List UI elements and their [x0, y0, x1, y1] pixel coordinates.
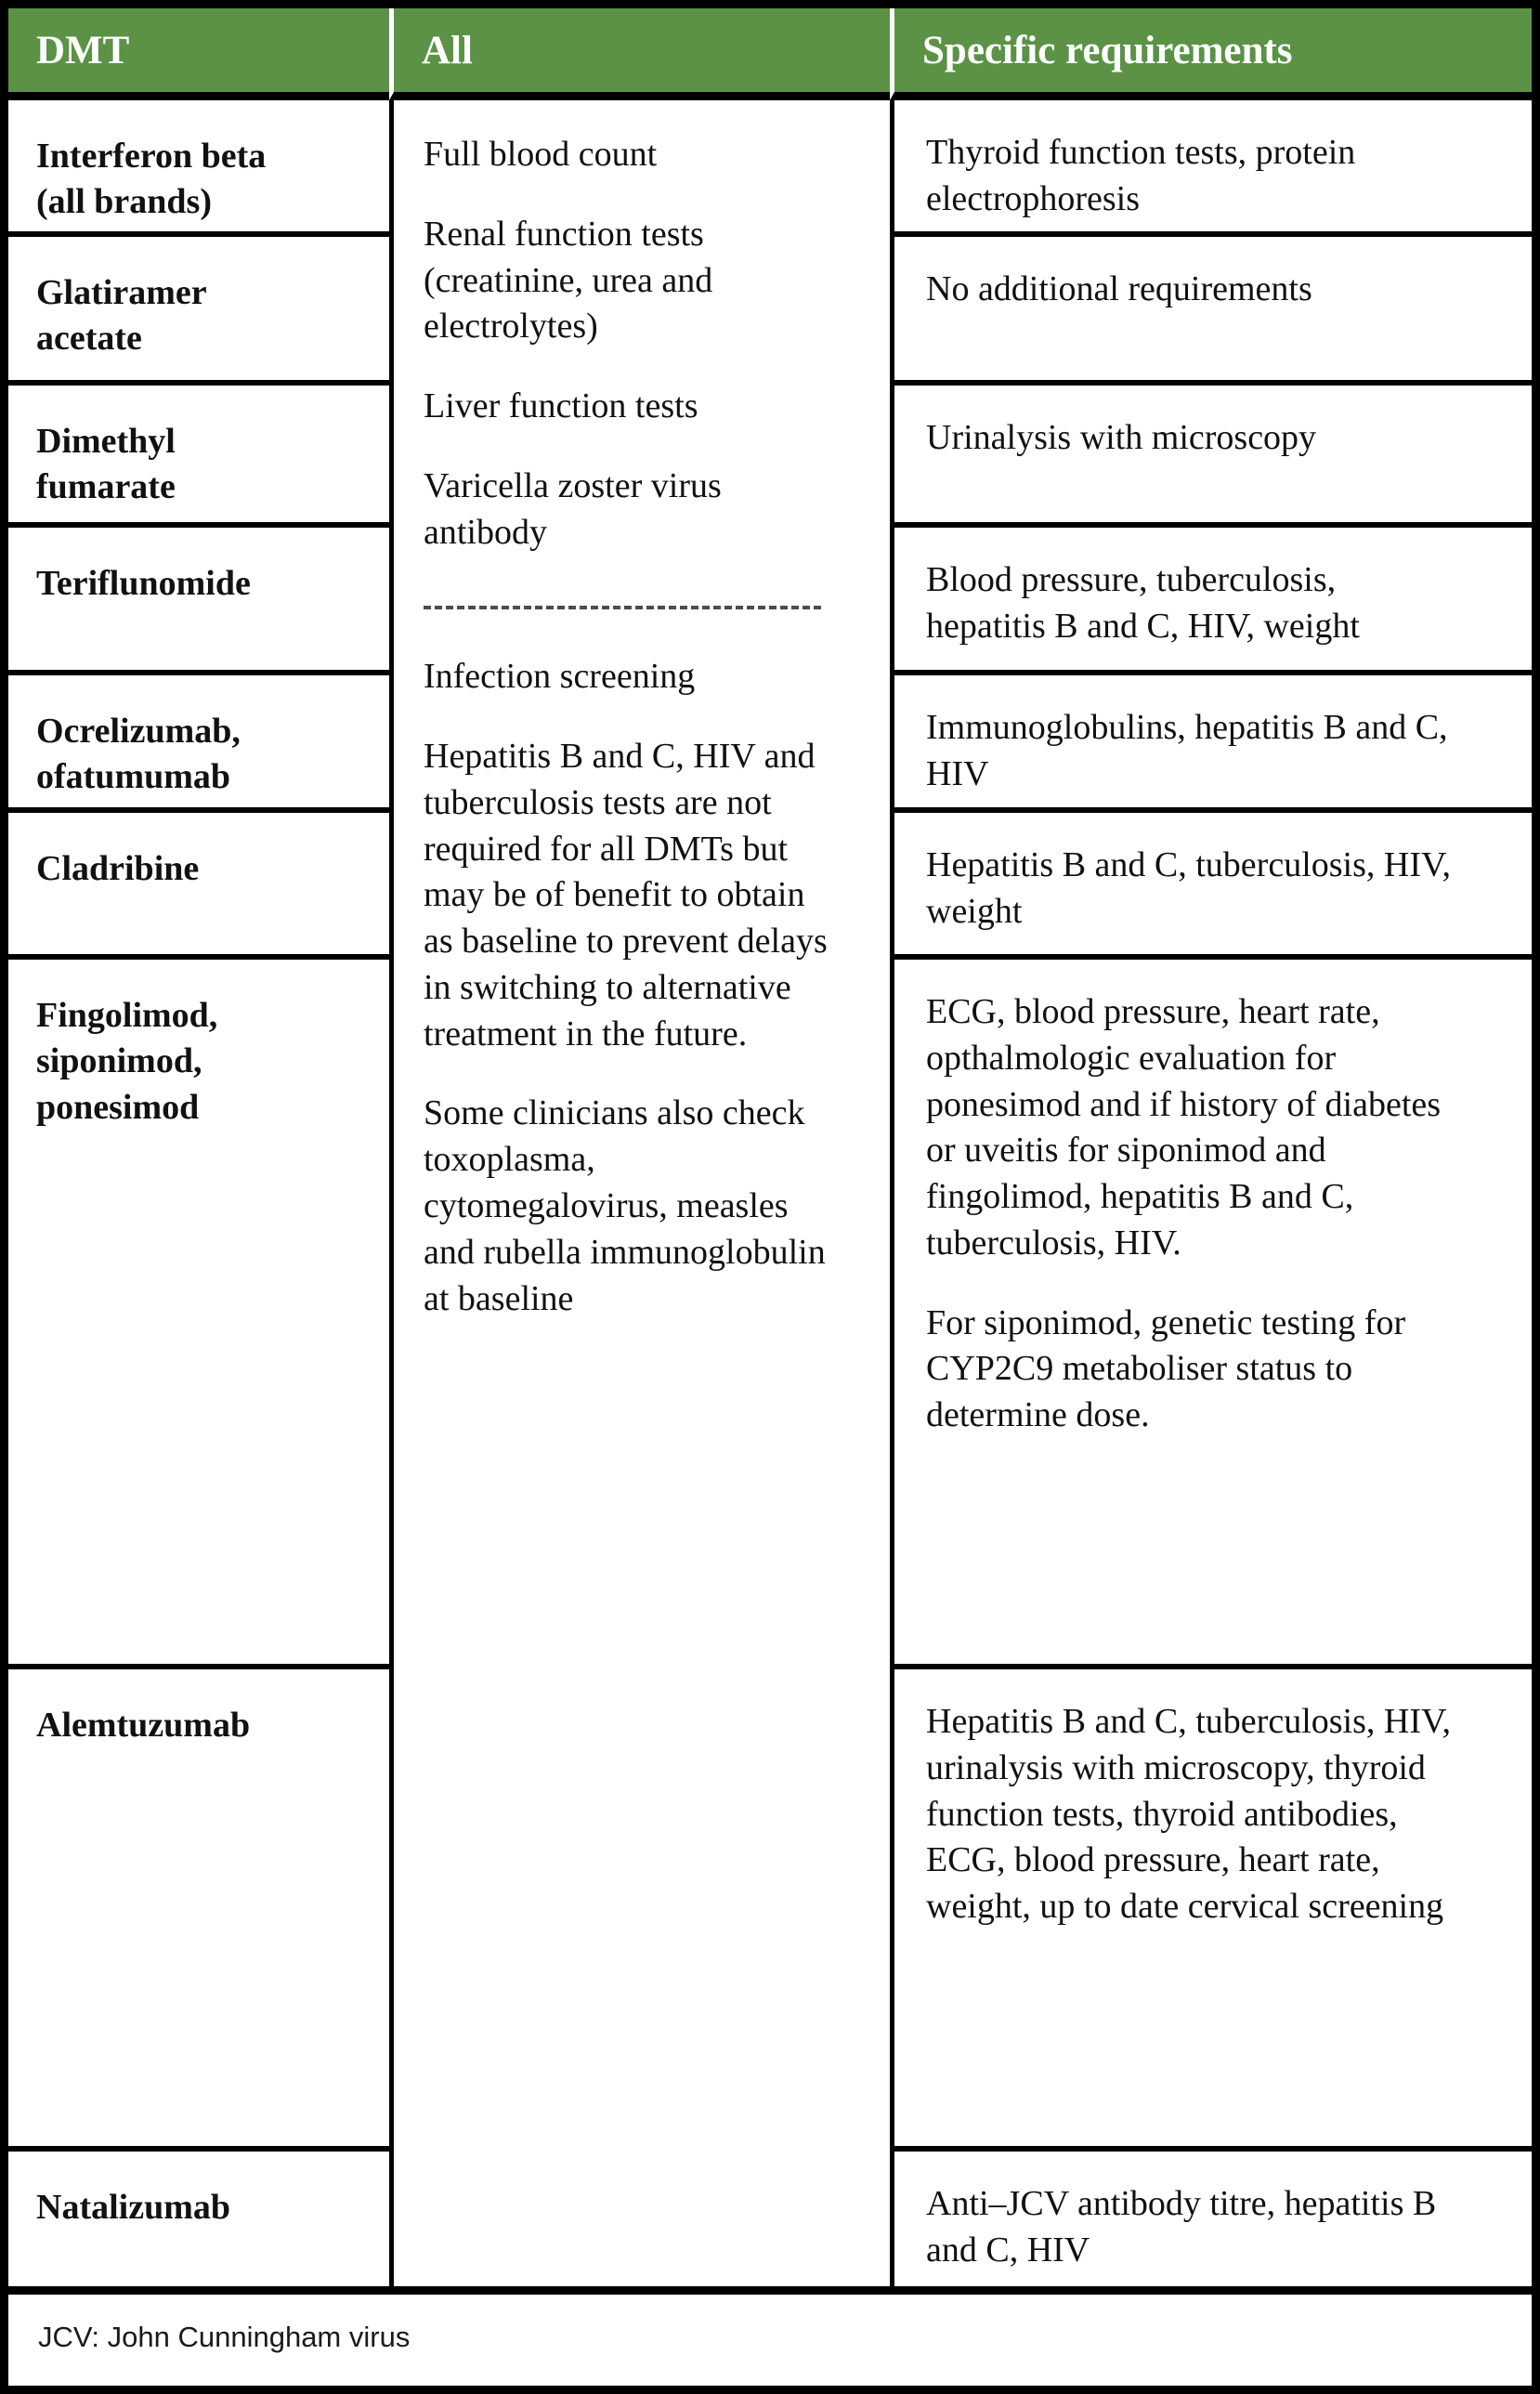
specific-text: For siponimod, genetic testing for CYP2C… [926, 1302, 1406, 1435]
dashed-divider [424, 606, 821, 610]
all-paragraph-renal-function: Renal function tests (creatinine, urea a… [424, 214, 713, 347]
specific-req-natalizumab: Anti–JCV antibody titre, hepatitis B and… [890, 2152, 1532, 2295]
dmt-name-fingolimod-siponimod-ponesimod: Fingolimod, siponimod, ponesimod [8, 960, 389, 1669]
all-paragraph-varicella: Varicella zoster virus antibody [424, 465, 722, 552]
footnote-text: JCV: John Cunningham virus [38, 2321, 411, 2353]
all-paragraph-clinicians-note: Some clinicians also check toxoplasma, c… [424, 1093, 826, 1318]
dmt-name-alemtuzumab: Alemtuzumab [8, 1669, 389, 2152]
specific-text: Hepatitis B and C, tuberculosis, HIV, we… [926, 845, 1452, 931]
dmt-name-dimethyl-fumarate: Dimethyl fumarate [8, 386, 389, 528]
all-paragraph-liver-function: Liver function tests [424, 386, 698, 426]
specific-req-ocrelizumab: Immunoglobulins, hepatitis B and C, HIV [890, 675, 1532, 813]
specific-text: No additional requirements [926, 269, 1312, 308]
specific-text: Thyroid function tests, protein electrop… [926, 133, 1356, 218]
dmt-name-teriflunomide: Teriflunomide [8, 528, 389, 675]
header-cell-all: All [389, 8, 890, 100]
all-requirements-cell: Full blood count Renal function tests (c… [389, 100, 890, 2295]
specific-req-alemtuzumab: Hepatitis B and C, tuberculosis, HIV, ur… [890, 1669, 1532, 2152]
all-paragraph-infection-screening: Infection screening [424, 657, 696, 697]
specific-text: Urinalysis with microscopy [926, 418, 1317, 457]
footnote: JCV: John Cunningham virus [8, 2295, 1532, 2386]
header-cell-specific-requirements: Specific requirements [890, 8, 1532, 100]
specific-text: ECG, blood pressure, heart rate, opthalm… [926, 992, 1442, 1262]
specific-req-glatiramer: No additional requirements [890, 237, 1532, 386]
dmt-name-natalizumab: Natalizumab [8, 2152, 389, 2295]
dmt-name-interferon-beta: Interferon beta (all brands) [8, 100, 389, 237]
specific-req-fingolimod: ECG, blood pressure, heart rate, opthalm… [890, 960, 1532, 1669]
all-paragraph-hepatitis-note: Hepatitis B and C, HIV and tuberculosis … [424, 737, 828, 1053]
specific-req-cladribine: Hepatitis B and C, tuberculosis, HIV, we… [890, 813, 1532, 960]
specific-text: Immunoglobulins, hepatitis B and C, HIV [926, 708, 1448, 793]
all-paragraph-full-blood-count: Full blood count [424, 135, 658, 174]
dmt-name-cladribine: Cladribine [8, 813, 389, 960]
dmt-name-glatiramer-acetate: Glatiramer acetate [8, 237, 389, 386]
dmt-name-ocrelizumab-ofatumumab: Ocrelizumab, ofatumumab [8, 675, 389, 813]
specific-text: Hepatitis B and C, tuberculosis, HIV, ur… [926, 1702, 1452, 1927]
specific-req-interferon-beta: Thyroid function tests, protein electrop… [890, 100, 1532, 237]
specific-req-dimethyl-fumarate: Urinalysis with microscopy [890, 386, 1532, 528]
specific-text: Anti–JCV antibody titre, hepatitis B and… [926, 2184, 1437, 2270]
specific-req-teriflunomide: Blood pressure, tuberculosis, hepatitis … [890, 528, 1532, 675]
specific-text: Blood pressure, tuberculosis, hepatitis … [926, 560, 1360, 646]
header-cell-dmt: DMT [8, 8, 389, 100]
